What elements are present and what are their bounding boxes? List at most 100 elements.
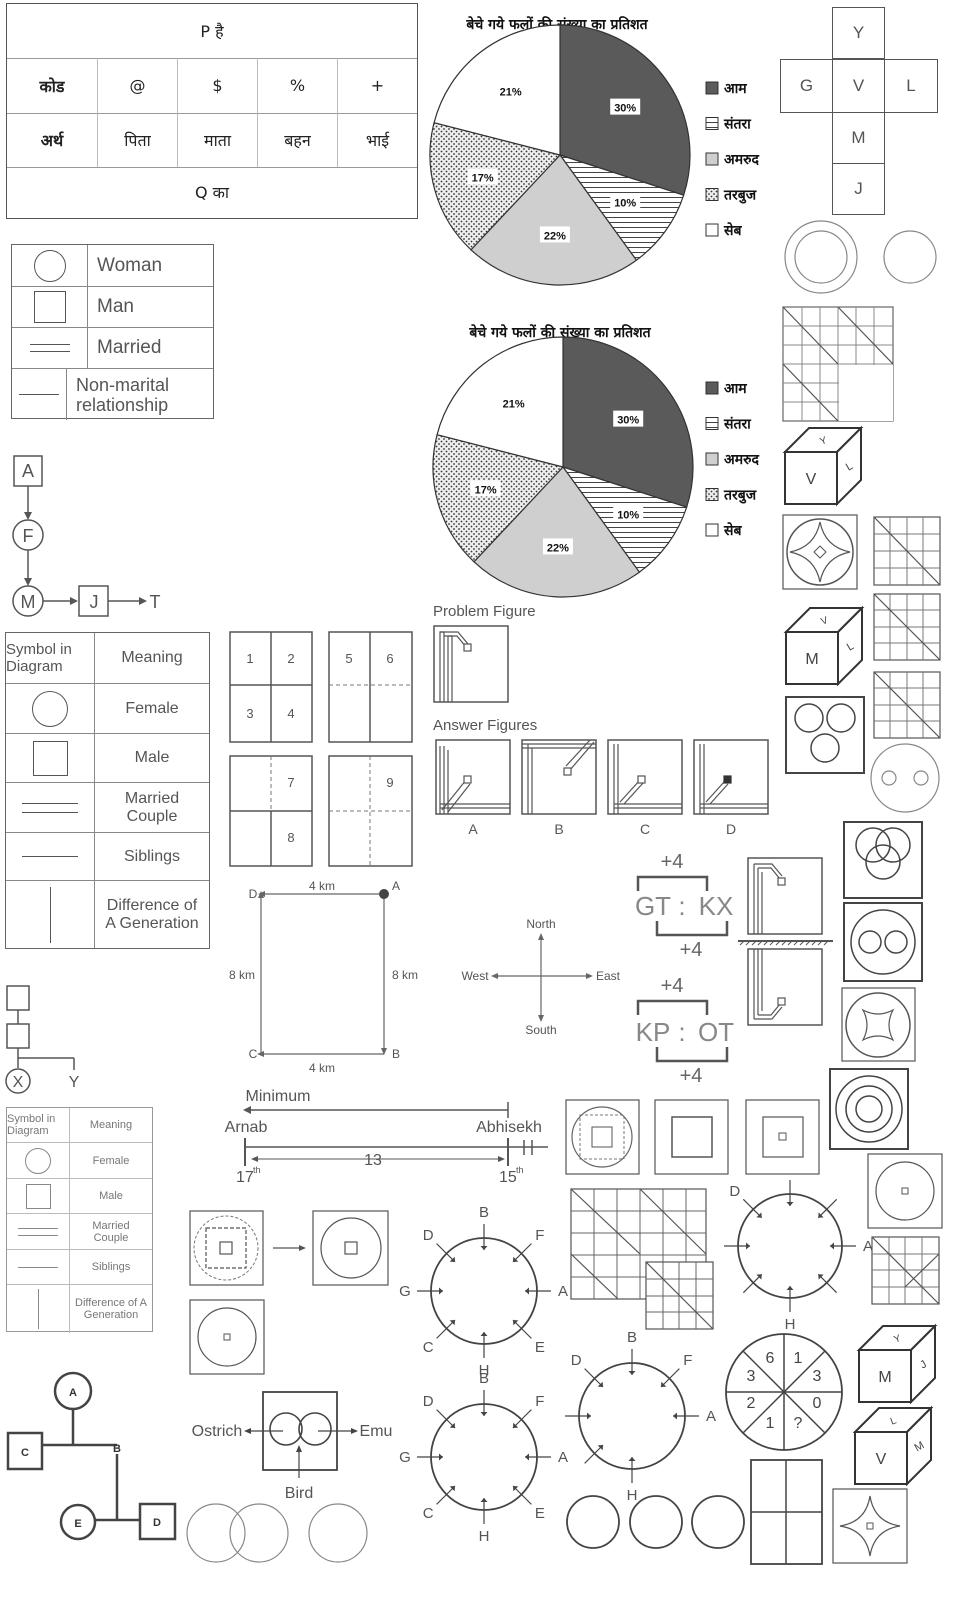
- legend-swatch: [705, 223, 719, 237]
- direction-label: A: [558, 1283, 568, 1300]
- pie-label-bg: [539, 226, 570, 243]
- meaning-row-label: अर्थ: [7, 113, 98, 167]
- symbol-header: Symbol in Diagram: [6, 633, 95, 683]
- tree-node: C: [21, 1447, 29, 1459]
- corner-label: D: [249, 887, 258, 901]
- circle-icon: [25, 1147, 51, 1174]
- tree-node: A: [69, 1387, 77, 1399]
- direction-arrow: [436, 1319, 456, 1339]
- pie-slice: [470, 154, 638, 286]
- direction-arrowhead: [597, 1381, 604, 1388]
- answer-figures-title: Answer Figures: [433, 717, 538, 734]
- legend-married: Married: [97, 337, 162, 358]
- single-line-icon: [18, 1266, 58, 1268]
- direction-arrow: [584, 1368, 604, 1388]
- direction-arrowhead: [660, 1381, 667, 1388]
- answer-figure-d[interactable]: [693, 739, 769, 815]
- shift-top: +4: [661, 851, 684, 873]
- meaning-cell: माता: [178, 113, 258, 167]
- shift-top: +4: [661, 975, 684, 997]
- pie-label-bg: [542, 538, 573, 555]
- pie-title: बेचे गये फलों की संख्या का प्रतिशत: [468, 324, 651, 341]
- venn-bottom-label: Bird: [285, 1485, 313, 1502]
- ranking-left-name: Arnab: [225, 1119, 268, 1136]
- direction-label: D: [729, 1183, 740, 1200]
- ranking-right-name: Abhisekh: [476, 1119, 542, 1136]
- pie-slice: [429, 121, 562, 251]
- direction-circle: [430, 1403, 538, 1511]
- ranking-suffix: th: [253, 1165, 261, 1175]
- legend-swatch: [705, 188, 719, 201]
- compass-south: South: [525, 1023, 556, 1037]
- shift-bottom: +4: [680, 939, 703, 961]
- pie-label-bg: [613, 410, 644, 427]
- pie-value-label: 21%: [500, 86, 522, 98]
- pie-slice: [432, 433, 565, 563]
- answer-figure-a[interactable]: [435, 739, 511, 815]
- direction-label: E: [535, 1339, 545, 1356]
- vertical-line-icon: [37, 1289, 39, 1329]
- fold-label: 6: [386, 651, 393, 666]
- transform-figure: [189, 1210, 389, 1375]
- direction-label: D: [571, 1352, 582, 1369]
- shift-bottom: +4: [680, 1065, 703, 1087]
- code-cell: %: [258, 58, 338, 113]
- answer-label: D: [726, 821, 736, 837]
- legend-label: संतरा: [723, 417, 752, 433]
- answer-figure-b[interactable]: [521, 739, 597, 815]
- meaning-cell: बहन: [258, 113, 338, 167]
- direction-label: F: [535, 1393, 544, 1410]
- pie-value-label: 30%: [614, 103, 636, 115]
- number-wheel: 6 1 3 0 ? 1 2 3: [725, 1333, 843, 1451]
- circle-icon: [32, 690, 68, 727]
- direction-label: D: [423, 1227, 434, 1244]
- direction-label: A: [706, 1408, 716, 1425]
- bottom-shapes: [566, 1459, 823, 1565]
- direction-label: E: [535, 1505, 545, 1522]
- direction-arrow: [742, 1273, 763, 1294]
- answer-figure-c[interactable]: [607, 739, 683, 815]
- mini-tree: X Y: [5, 985, 80, 1094]
- answer-label: B: [554, 821, 563, 837]
- fold-label: 7: [287, 775, 294, 790]
- direction-arrowhead: [480, 1412, 488, 1416]
- ranking-gap: 13: [364, 1152, 382, 1169]
- chain-node: J: [90, 592, 99, 612]
- venn-right-label: Emu: [360, 1423, 393, 1440]
- code-cell: $: [178, 58, 258, 113]
- chain-diagram: A F M J T: [12, 455, 161, 617]
- direction-circle: [430, 1237, 538, 1345]
- corner-label: B: [392, 1047, 400, 1061]
- direction-arrowhead: [525, 1453, 529, 1461]
- mini-tree-node: X: [13, 1074, 24, 1091]
- meaning-female: Female: [92, 1154, 130, 1167]
- legend-label: अमरुद: [724, 452, 759, 468]
- legend-swatch: [705, 523, 719, 537]
- pie-value-label: 17%: [472, 172, 494, 184]
- circle-icon: [33, 249, 66, 282]
- pie-value-label: 10%: [614, 197, 636, 209]
- meaning-cell: पिता: [98, 113, 178, 167]
- direction-label: C: [423, 1339, 434, 1356]
- meaning-married: Married Couple: [92, 1219, 130, 1244]
- fold-label: 2: [287, 651, 294, 666]
- direction-arrow: [436, 1485, 456, 1505]
- compass-east: East: [596, 969, 621, 983]
- ranking-right-rank: 15: [499, 1169, 517, 1186]
- direction-arrowhead: [480, 1246, 488, 1250]
- meaning-header: Meaning: [121, 649, 183, 666]
- shift-left: GT: [635, 891, 671, 921]
- wheel-value: 0: [813, 1395, 822, 1412]
- legend-label: सेब: [723, 222, 742, 239]
- problem-figure-title: Problem Figure: [433, 603, 536, 620]
- legend-label: तरबुज: [723, 488, 757, 505]
- direction-label: B: [479, 1370, 489, 1387]
- code-row-label: कोड: [7, 58, 98, 113]
- pie-value-label: 10%: [617, 509, 639, 521]
- direction-arrowhead: [587, 1412, 591, 1420]
- square-sequence: [565, 1099, 820, 1175]
- side-label: 8 km: [392, 968, 418, 982]
- code-table-footer: Q का: [194, 183, 230, 202]
- ranking-minimum: Minimum: [246, 1088, 311, 1105]
- legend-non-marital: Non-marital relationship: [76, 374, 170, 415]
